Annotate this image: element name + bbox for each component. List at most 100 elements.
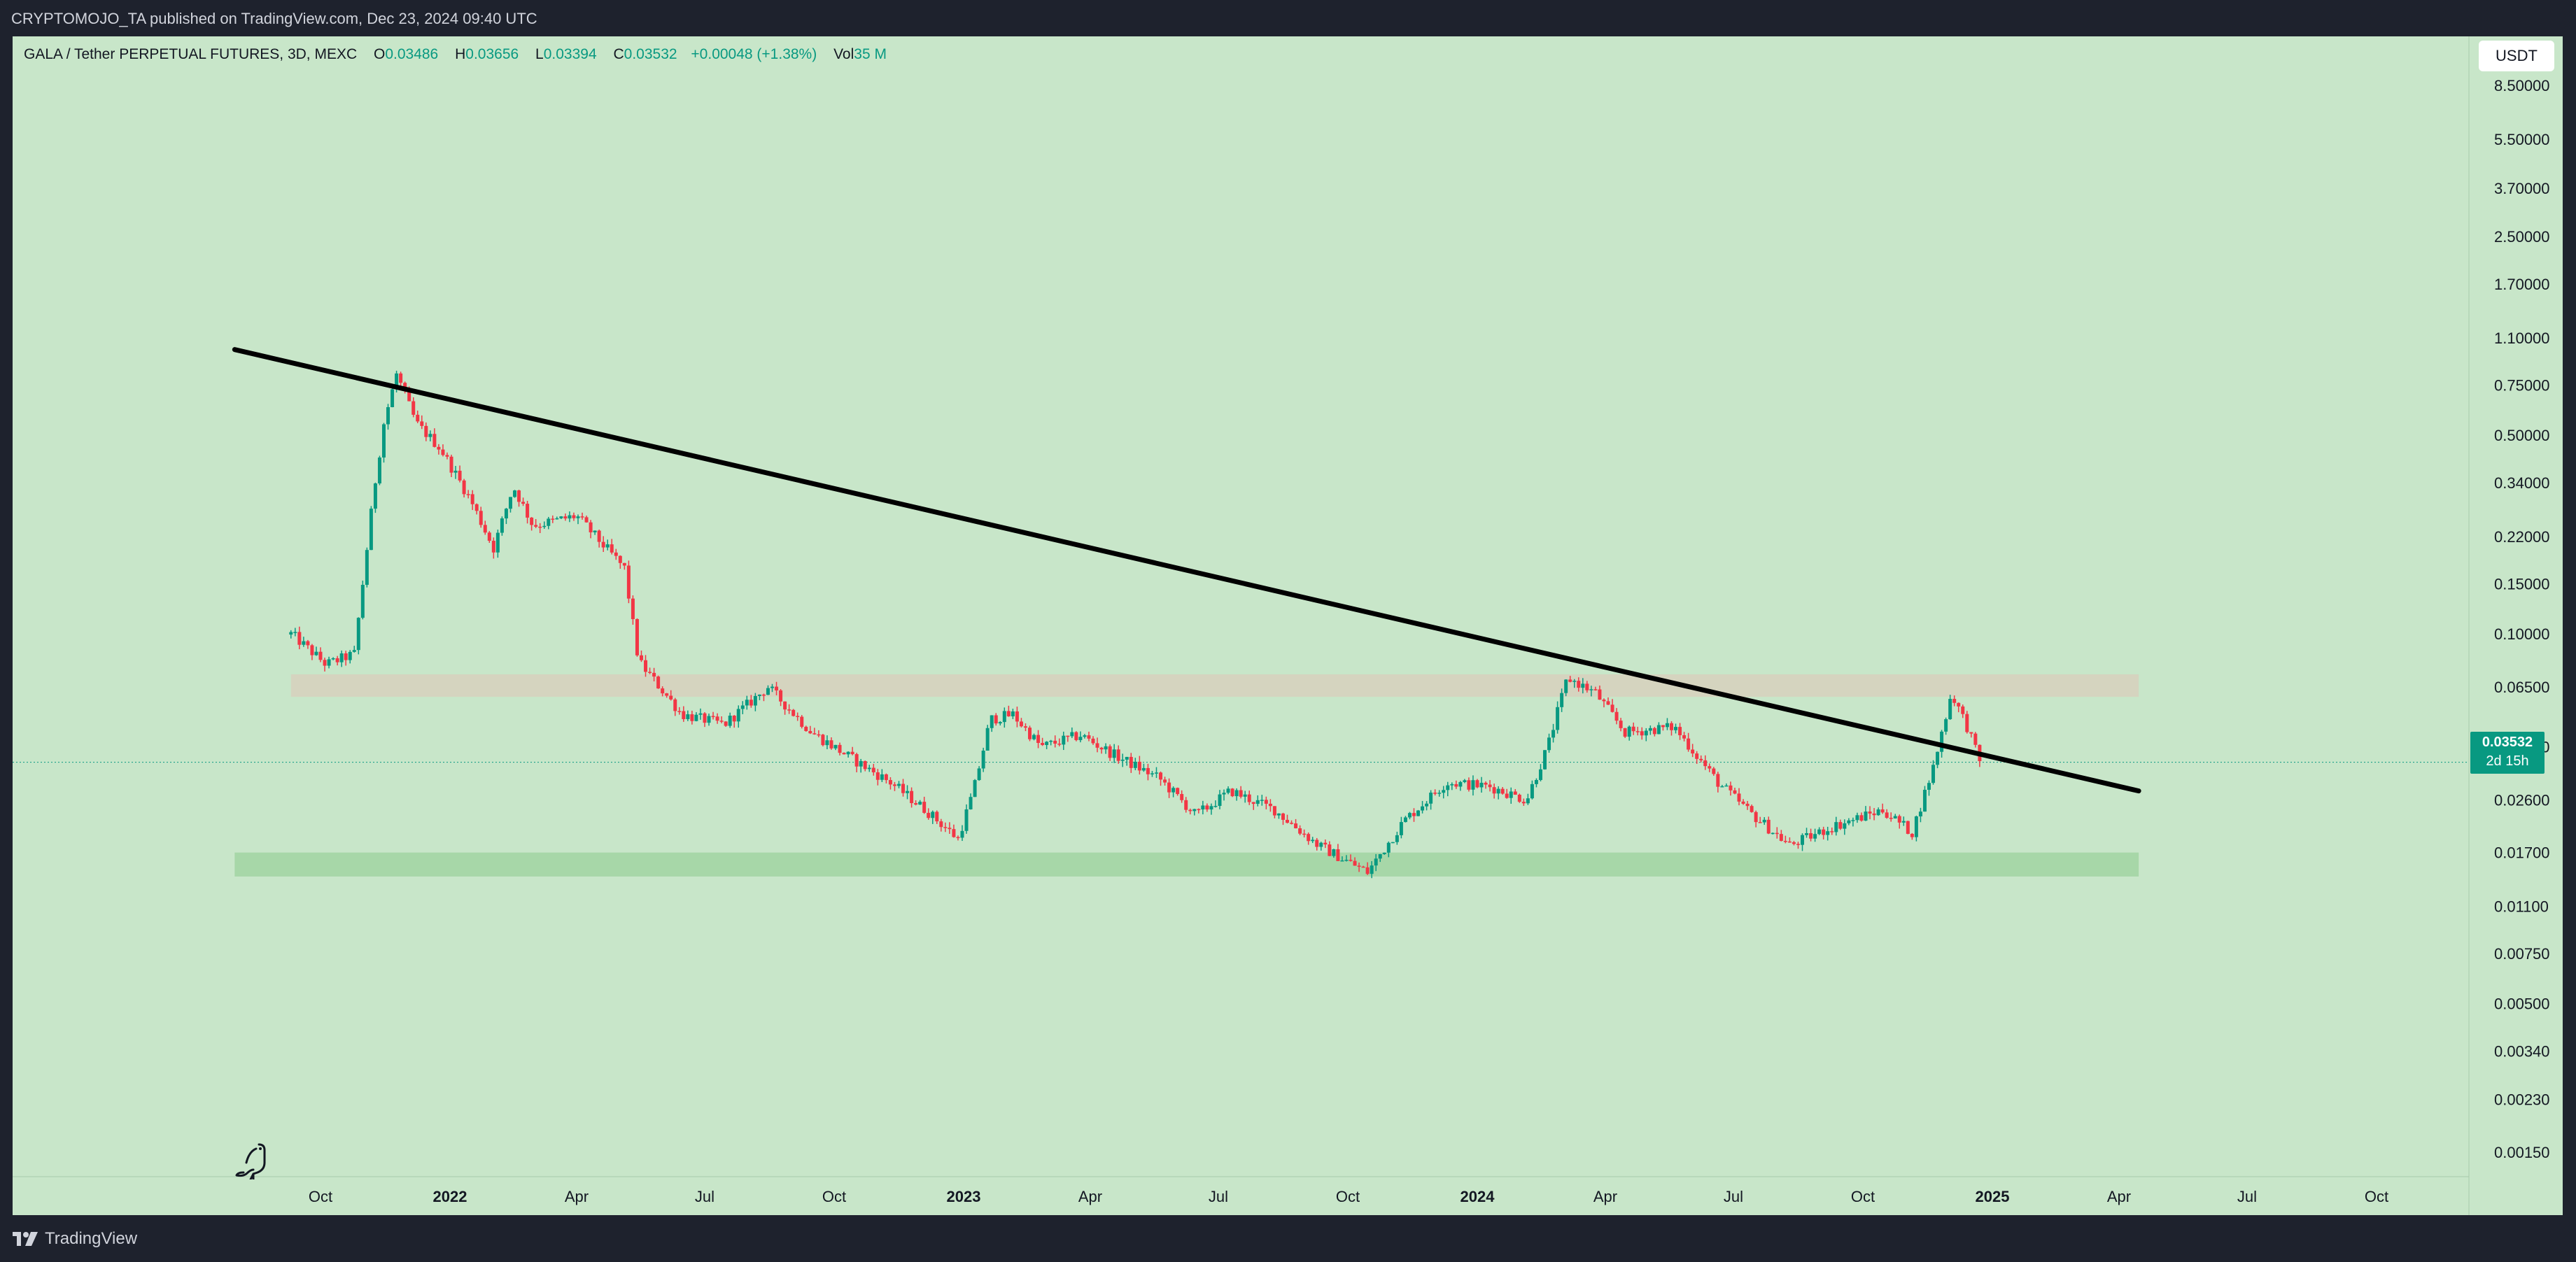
candle-body [327, 659, 331, 666]
candle-body [441, 449, 445, 455]
candle-body [1838, 822, 1843, 829]
candle-body [1496, 788, 1500, 794]
candle-body [1880, 809, 1885, 813]
candle-body [395, 373, 399, 390]
candle-body [1070, 732, 1074, 737]
support-zone [234, 852, 2139, 877]
candle-body [1766, 819, 1771, 834]
price-chart[interactable]: 8.50000 5.50000 3.70000 2.50000 1.70000 1.100… [13, 36, 2563, 1215]
descending-trendline[interactable] [232, 347, 2141, 794]
candle-body [1184, 800, 1188, 810]
candle-body [703, 713, 707, 723]
y-tick-label: 2.50000 [2494, 228, 2550, 246]
candle-body [719, 721, 724, 722]
candle-body [1395, 835, 1399, 842]
candle-body [1311, 839, 1315, 842]
candle-body [1855, 815, 1859, 821]
candle-body [1627, 726, 1631, 737]
candle-body [791, 709, 796, 716]
candle-body [1492, 787, 1496, 794]
candle-body [618, 555, 622, 563]
candle-body [1513, 791, 1517, 795]
high-label: H [455, 46, 466, 62]
candle-body [1328, 844, 1332, 856]
x-tick-label: Jul [1724, 1188, 1743, 1205]
resistance-zone [290, 674, 2139, 697]
candle-body [1062, 735, 1066, 745]
candle-body [411, 401, 416, 415]
y-tick-label: 1.70000 [2494, 276, 2550, 293]
dinosaur-icon [235, 1143, 266, 1179]
y-tick-label: 0.00150 [2494, 1144, 2550, 1161]
candle-body [1610, 704, 1614, 712]
candle-body [888, 780, 892, 785]
candle-body [1049, 740, 1053, 742]
candle-body [1859, 815, 1864, 821]
candle-body [1454, 784, 1458, 787]
candle-body [365, 550, 369, 586]
candle-body [1053, 740, 1057, 744]
candle-body [698, 713, 703, 715]
candle-body [479, 511, 483, 525]
candle-body [339, 653, 344, 662]
candle-body [1057, 744, 1062, 745]
y-tick-label: 3.70000 [2494, 180, 2550, 197]
candle-body [1538, 769, 1542, 780]
candle-body [686, 714, 690, 719]
candle-body [922, 802, 927, 813]
candle-body [783, 701, 787, 710]
currency-button[interactable]: USDT [2479, 41, 2554, 71]
candle-body [863, 760, 867, 770]
candle-body [1940, 731, 1944, 752]
candle-body [800, 716, 804, 727]
candle-body [644, 660, 648, 672]
candle-body [981, 750, 985, 769]
candle-body [817, 734, 821, 736]
candle-body [833, 744, 838, 749]
candle-body [1083, 735, 1087, 737]
candle-body [534, 525, 538, 527]
close-value: 0.03532 [624, 46, 677, 62]
candle-body [1349, 860, 1353, 861]
candle-body [470, 494, 474, 504]
chart-panel[interactable]: 8.50000 5.50000 3.70000 2.50000 1.70000 1.100… [13, 36, 2563, 1215]
x-tick-label: Jul [2237, 1188, 2257, 1205]
candle-body [1467, 780, 1471, 790]
candle-body [935, 811, 939, 822]
x-tick-label: Oct [309, 1188, 332, 1205]
candle-body [437, 446, 441, 450]
candle-body [1087, 735, 1091, 739]
candle-body [724, 721, 728, 726]
candle-body [906, 790, 910, 793]
candle-body [1344, 860, 1349, 861]
candle-body [1724, 785, 1729, 787]
candle-body [854, 754, 859, 767]
candle-body [1834, 822, 1838, 832]
candle-body [1028, 728, 1032, 739]
candle-body [1041, 742, 1045, 745]
candle-body [314, 651, 318, 655]
candle-body [373, 483, 377, 509]
candle-body [1104, 746, 1108, 750]
candle-body [1843, 823, 1847, 829]
candle-body [1302, 833, 1307, 835]
candle-body [1737, 793, 1741, 802]
candle-body [1577, 681, 1581, 688]
candle-body [1197, 809, 1201, 811]
candle-body [601, 541, 605, 548]
candle-body [407, 390, 411, 402]
candle-body [1066, 735, 1070, 737]
candle-body [770, 686, 775, 688]
candle-body [466, 494, 470, 495]
candle-body [1429, 793, 1433, 804]
candle-body [622, 562, 626, 566]
candle-body [428, 434, 432, 437]
candle-body [1957, 702, 1961, 707]
candle-body [1914, 816, 1918, 837]
candle-body [1188, 809, 1192, 811]
candle-body [998, 722, 1002, 724]
candle-body [1471, 780, 1475, 790]
candle-body [1095, 743, 1099, 748]
candle-body [1665, 723, 1669, 728]
candle-body [555, 518, 559, 520]
